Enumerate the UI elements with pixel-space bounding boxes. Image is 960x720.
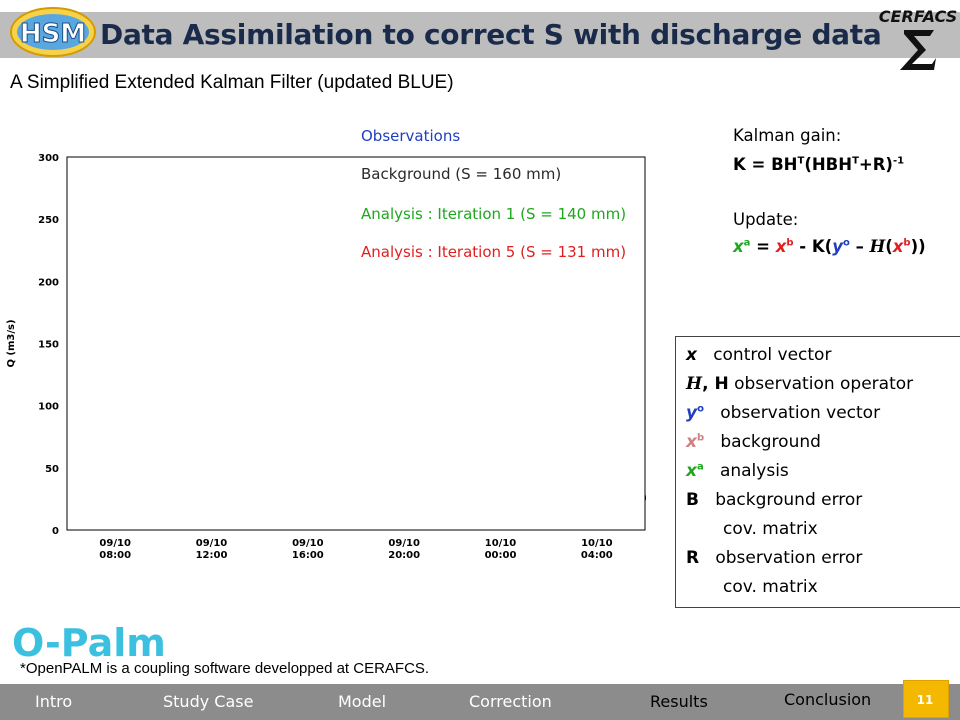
y-tick-label: 150	[38, 340, 59, 351]
def-xb: xb background	[686, 432, 821, 452]
y-tick-label: 200	[38, 277, 59, 288]
update-formula: xa = xb - K(yo – H(xb))	[733, 237, 926, 256]
def-y: yo observation vector	[686, 403, 881, 423]
subtitle: A Simplified Extended Kalman Filter (upd…	[10, 72, 454, 93]
y-tick-label: 100	[38, 402, 59, 413]
x-tick-label: 09/10	[292, 538, 324, 549]
x-tick-label: 00:00	[485, 550, 517, 561]
x-tick-label: 12:00	[196, 550, 228, 561]
x-tick-label: 10/10	[485, 538, 517, 549]
legend-observations: Observations	[361, 127, 461, 145]
def-h: H, H observation operator	[686, 374, 914, 394]
nav-conclusion[interactable]: Conclusion	[784, 690, 872, 709]
legend-iteration-1: Analysis : Iteration 1 (S = 140 mm)	[361, 205, 627, 223]
y-axis-label: Q (m3/s)	[6, 319, 17, 367]
y-tick-label: 0	[52, 526, 59, 537]
nav-correction[interactable]: Correction	[469, 692, 552, 711]
legend-background: Background (S = 160 mm)	[361, 165, 562, 183]
nav-intro[interactable]: Intro	[35, 692, 73, 711]
y-tick-label: 250	[38, 215, 59, 226]
kalman-gain-formula: K = BHT(HBHT+R)-1	[733, 155, 905, 174]
x-tick-label: 04:00	[581, 550, 613, 561]
plot-frame	[66, 156, 646, 531]
x-tick-label: 20:00	[388, 550, 420, 561]
cerfacs-logo-text: CERFACS	[879, 7, 957, 26]
hsm-logo-text: HSM	[20, 19, 86, 49]
title-bar	[0, 12, 960, 58]
x-tick-label: 09/10	[196, 538, 228, 549]
def-b-cont: cov. matrix	[723, 519, 818, 539]
x-tick-label: 08:00	[99, 550, 131, 561]
y-tick-label: 300	[38, 153, 59, 164]
footnote: *OpenPALM is a coupling software develop…	[20, 660, 430, 677]
def-xa: xa analysis	[686, 461, 789, 481]
x-tick-label: 16:00	[292, 550, 324, 561]
x-tick-label: 09/10	[99, 538, 131, 549]
slide-number-badge	[903, 680, 949, 718]
nav-study-case[interactable]: Study Case	[163, 692, 254, 711]
update-title: Update:	[733, 210, 799, 229]
discharge-chart: 05010015020025030009/1008:0009/1012:0009…	[6, 153, 646, 561]
opalm-logo-text: O-Palm	[12, 621, 166, 664]
legend-iteration-5: Analysis : Iteration 5 (S = 131 mm)	[361, 243, 627, 261]
def-b: B background error	[686, 490, 863, 510]
opalm-logo: O-Palm	[12, 621, 166, 664]
y-tick-label: 50	[45, 464, 59, 475]
chart-axes: 05010015020025030009/1008:0009/1012:0009…	[6, 153, 646, 561]
def-x: x control vector	[686, 345, 832, 365]
x-tick-label: 09/10	[388, 538, 420, 549]
nav-bar	[0, 684, 960, 720]
kalman-gain-title: Kalman gain:	[733, 126, 842, 145]
cerfacs-logo: CERFACS	[879, 7, 957, 70]
def-r: R observation error	[686, 548, 863, 568]
hsm-logo: HSM	[10, 7, 96, 57]
x-tick-label: 10/10	[581, 538, 613, 549]
definitions-box: x control vector H, H observation operat…	[675, 336, 960, 608]
nav-model[interactable]: Model	[338, 692, 387, 711]
nav-results[interactable]: Results	[650, 692, 708, 711]
page-title: Data Assimilation to correct S with disc…	[100, 18, 882, 51]
def-r-cont: cov. matrix	[723, 577, 818, 597]
slide-number: 11	[916, 693, 934, 707]
